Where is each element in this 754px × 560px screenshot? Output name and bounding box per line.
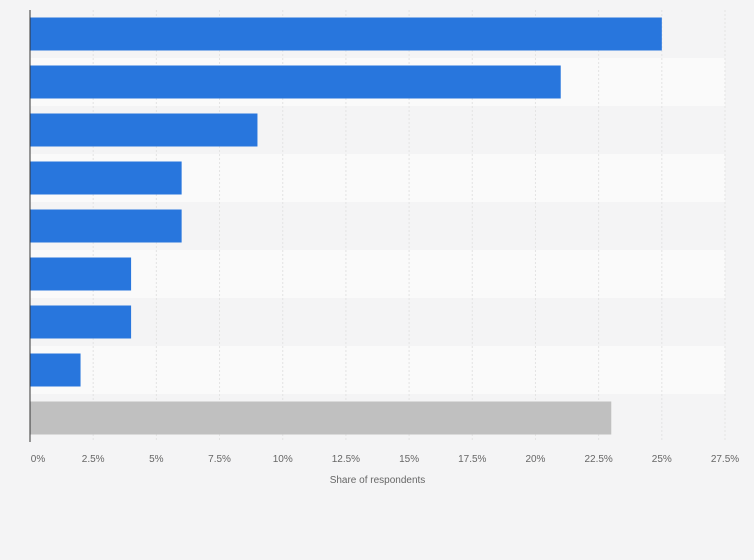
x-tick-label: 2.5%	[82, 454, 105, 465]
bar	[30, 17, 662, 51]
x-tick-labels: 0% 2.5% 5% 7.5% 10% 12.5% 15% 17.5% 20% 22.5% 25% 2…	[31, 454, 740, 465]
x-axis-title: Share of respondents	[330, 475, 426, 486]
bar	[30, 353, 81, 387]
bar	[30, 161, 182, 195]
x-tick-label: 5%	[149, 454, 164, 465]
bar	[30, 305, 132, 339]
x-tick-label: 10%	[273, 454, 293, 465]
x-tick-label: 27.5%	[711, 454, 739, 465]
x-tick-label: 12.5%	[332, 454, 360, 465]
x-tick-label: 25%	[652, 454, 672, 465]
row-band	[30, 250, 725, 298]
x-tick-label: 0%	[31, 454, 46, 465]
bar	[30, 401, 612, 435]
bar	[30, 65, 561, 99]
bar	[30, 113, 258, 147]
row-band	[30, 346, 725, 394]
bars	[30, 17, 662, 435]
x-tick-label: 20%	[525, 454, 545, 465]
bar	[30, 209, 182, 243]
x-tick-label: 15%	[399, 454, 419, 465]
bar	[30, 257, 132, 291]
x-tick-label: 7.5%	[208, 454, 231, 465]
x-tick-label: 17.5%	[458, 454, 486, 465]
x-tick-label: 22.5%	[584, 454, 612, 465]
row-band	[30, 298, 725, 346]
